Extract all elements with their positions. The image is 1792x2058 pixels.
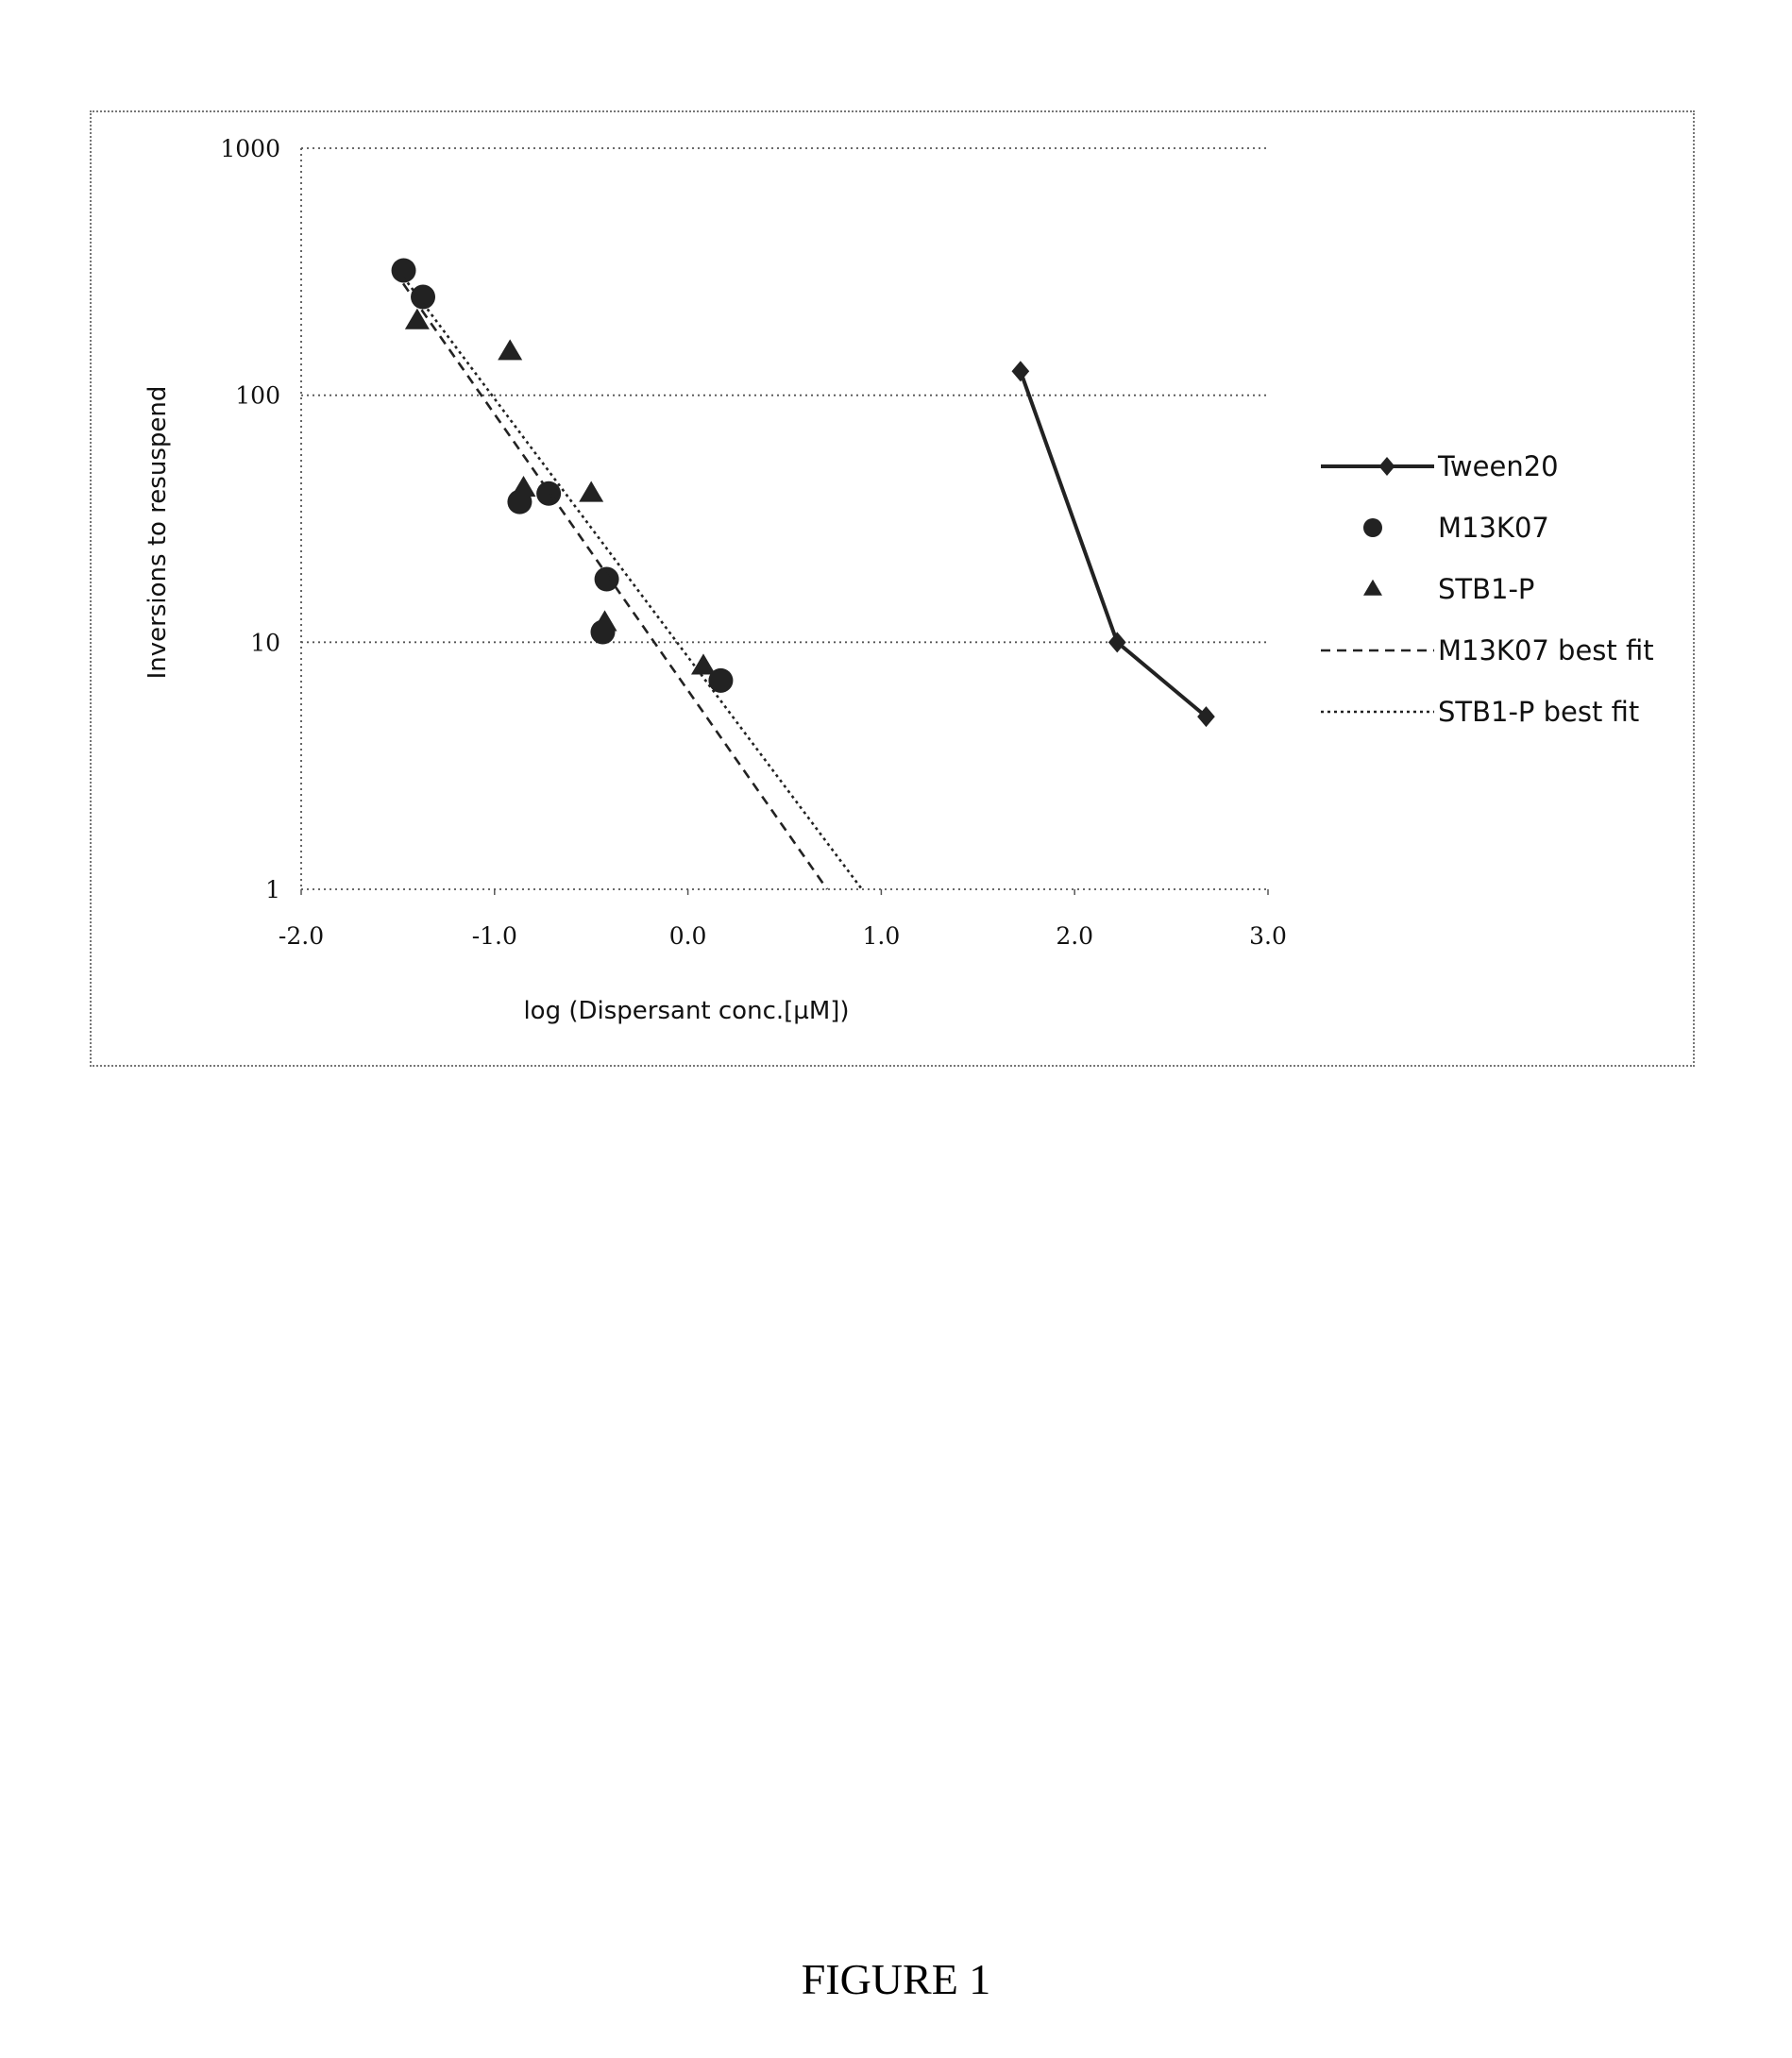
y-tick-label: 100 xyxy=(235,382,280,410)
series-m13k07-best-fit xyxy=(394,270,827,889)
chart-frame: 1 10 100 1000 -2.0 -1.0 0.0 1.0 2.0 3.0 Tween20 M1… xyxy=(90,110,1695,1067)
series-stb1-p-best-fit xyxy=(404,278,862,889)
point-stb1-p xyxy=(498,339,522,360)
x-tick-label: -2.0 xyxy=(279,922,324,950)
x-tick-label: 1.0 xyxy=(863,922,901,950)
y-tick-label: 10 xyxy=(250,629,280,656)
legend: Tween20 M13K07 STB1-P M13K07 best fit STB1-P… xyxy=(1321,450,1654,728)
point-m13k07 xyxy=(536,481,561,506)
legend-item-m13k07-best-fit: M13K07 best fit xyxy=(1321,634,1654,666)
legend-item-m13k07: M13K07 xyxy=(1363,512,1549,544)
y-axis-title: Inversions to resuspend xyxy=(144,386,172,680)
series-m13k07 xyxy=(392,258,734,692)
legend-label: Tween20 xyxy=(1437,450,1559,482)
legend-swatch-marker xyxy=(1363,518,1382,537)
series-layer xyxy=(392,258,1215,889)
point-stb1-p xyxy=(405,309,430,329)
series-line-tween20 xyxy=(1021,371,1207,717)
x-tick-label: 3.0 xyxy=(1249,922,1287,950)
chart-svg: 1 10 100 1000 -2.0 -1.0 0.0 1.0 2.0 3.0 Tween20 M1… xyxy=(92,112,1697,1069)
point-stb1-p xyxy=(579,481,603,502)
legend-item-stb1-p: STB1-P xyxy=(1363,573,1534,605)
x-tick-label: -1.0 xyxy=(472,922,517,950)
legend-swatch-marker xyxy=(1379,457,1395,476)
series-tween20 xyxy=(1012,361,1215,727)
x-tick-label: 2.0 xyxy=(1056,922,1093,950)
axis-layer: 1 10 100 1000 -2.0 -1.0 0.0 1.0 2.0 3.0 xyxy=(220,135,1287,950)
y-tick-label: 1000 xyxy=(220,135,280,162)
x-axis-title: log (Dispersant conc.[µM]) xyxy=(523,997,849,1025)
grid-layer xyxy=(301,148,1268,889)
x-tick-label: 0.0 xyxy=(669,922,707,950)
legend-swatch-marker xyxy=(1363,580,1382,596)
legend-label: M13K07 xyxy=(1438,512,1549,544)
series-line-m13k07-best-fit xyxy=(394,270,827,889)
legend-label: M13K07 best fit xyxy=(1438,634,1654,666)
point-tween20 xyxy=(1012,361,1030,381)
legend-label: STB1-P best fit xyxy=(1438,696,1639,728)
y-tick-label: 1 xyxy=(265,876,280,903)
legend-item-tween20: Tween20 xyxy=(1321,450,1559,482)
series-line-stb1-p-best-fit xyxy=(404,278,862,889)
figure-caption: FIGURE 1 xyxy=(0,1954,1792,2004)
point-m13k07 xyxy=(411,285,435,310)
legend-label: STB1-P xyxy=(1438,573,1534,605)
point-stb1-p xyxy=(512,476,536,497)
legend-item-stb1-p-best-fit: STB1-P best fit xyxy=(1321,696,1639,728)
point-stb1-p xyxy=(593,610,617,631)
